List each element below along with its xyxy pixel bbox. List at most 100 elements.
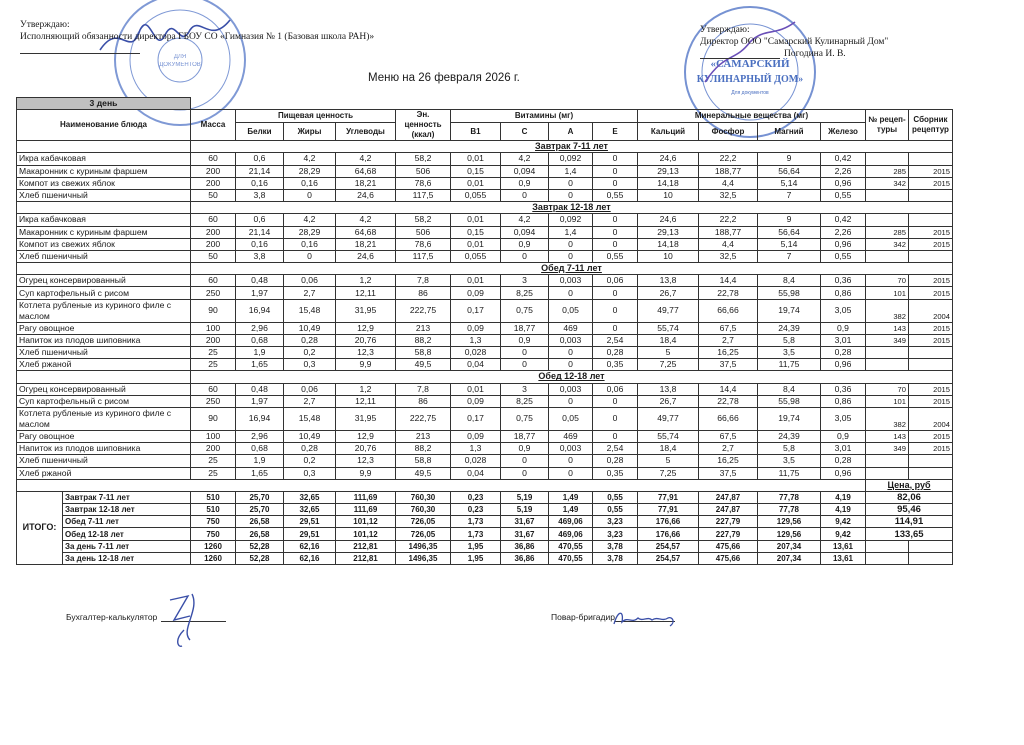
dish-row: Огурец консервированный 60 0,48 0,06 1,2 7,8 0… — [16, 382, 953, 396]
total-row: ИТОГО: Завтрак 7-11 лет 510 25,70 32,65 111,6… — [16, 490, 953, 566]
mass-total: 750 — [190, 527, 236, 541]
dish-name-cell: Хлеб пшеничный — [16, 454, 191, 468]
carbs-cell: 1,2 — [335, 274, 396, 288]
vitamin-e-cell: 0 — [592, 164, 638, 178]
price-cell: 95,46 — [865, 503, 953, 517]
protein-total: 26,58 — [235, 527, 284, 541]
vitamin-b1-cell: 0,15 — [450, 164, 501, 178]
empty-cell — [865, 539, 909, 553]
vitamin-e-cell: 0,35 — [592, 466, 638, 480]
vitamin-c-cell: 0 — [500, 454, 549, 468]
recipe-no-cell — [865, 454, 909, 468]
vitamin-e-cell: 2,54 — [592, 442, 638, 456]
recipe-no-cell: 143 — [865, 429, 909, 444]
vitamin-a-cell: 0 — [548, 176, 593, 190]
vitamin-c-cell: 0,9 — [500, 442, 549, 456]
carbs-cell: 18,21 — [335, 176, 396, 190]
vitamin-c-cell: 0 — [500, 249, 549, 264]
dish-name-cell: Хлеб пшеничный — [16, 188, 191, 203]
vitamin-c-cell: 8,25 — [500, 286, 549, 300]
carbs-cell: 24,6 — [335, 249, 396, 264]
dish-name-cell: Суп картофельный с рисом — [16, 286, 191, 300]
mass-cell: 200 — [190, 237, 236, 251]
magnesium-total: 77,78 — [757, 503, 821, 517]
vitamin-a-cell: 1,4 — [548, 225, 593, 239]
vitamin-e-cell: 0 — [592, 321, 638, 335]
header-vitamins: Витамины (мг) — [450, 109, 638, 124]
calcium-cell: 49,77 — [637, 298, 699, 323]
protein-total: 25,70 — [235, 490, 284, 505]
protein-cell: 0,16 — [235, 176, 284, 190]
magnesium-total: 207,34 — [757, 539, 821, 553]
mass-cell: 200 — [190, 225, 236, 239]
protein-cell: 3,8 — [235, 188, 284, 203]
vitamin-a-total: 1,49 — [548, 490, 593, 505]
iron-cell: 0,36 — [820, 382, 866, 396]
carbs-cell: 4,2 — [335, 213, 396, 227]
iron-cell: 3,05 — [820, 406, 866, 431]
fat-cell: 2,7 — [283, 394, 336, 408]
phosphorus-cell: 22,2 — [698, 213, 758, 227]
carbs-cell: 9,9 — [335, 466, 396, 480]
magnesium-cell: 24,39 — [757, 321, 821, 335]
vitamin-a-cell: 0 — [548, 249, 593, 264]
iron-cell: 0,86 — [820, 286, 866, 300]
protein-total: 25,70 — [235, 503, 284, 517]
protein-cell: 3,8 — [235, 249, 284, 264]
empty-cell — [16, 201, 191, 215]
menu-table: 3 день Наименование блюда Масса Пищевая … — [16, 96, 953, 566]
magnesium-cell: 56,64 — [757, 164, 821, 178]
approval-label: Утверждаю: — [700, 25, 750, 35]
dish-row: Котлета рубленые из куриного филе с масл… — [16, 406, 953, 431]
vitamin-c-cell: 18,77 — [500, 321, 549, 335]
calcium-cell: 55,74 — [637, 429, 699, 444]
vitamin-e-cell: 0 — [592, 394, 638, 408]
phosphorus-cell: 16,25 — [698, 345, 758, 360]
vitamin-e-cell: 0 — [592, 237, 638, 251]
accountant-label: Бухгалтер-калькулятор — [66, 612, 158, 622]
phosphorus-cell: 37,5 — [698, 358, 758, 372]
protein-total: 52,28 — [235, 551, 284, 566]
fat-cell: 10,49 — [283, 429, 336, 444]
vitamin-e-cell: 0,55 — [592, 249, 638, 264]
protein-cell: 0,68 — [235, 333, 284, 348]
header-phosphorus: Фосфор — [698, 122, 758, 142]
calcium-cell: 55,74 — [637, 321, 699, 335]
magnesium-total: 207,34 — [757, 551, 821, 566]
vitamin-b1-cell: 0,01 — [450, 274, 501, 288]
header-carbs: Углеводы — [335, 122, 396, 142]
phosphorus-cell: 14,4 — [698, 382, 758, 396]
vitamin-b1-cell: 0,01 — [450, 237, 501, 251]
recipe-no-cell: 101 — [865, 286, 909, 300]
magnesium-total: 77,78 — [757, 490, 821, 505]
chef-label: Повар-бригадир — [551, 612, 615, 622]
vitamin-b1-cell: 1,3 — [450, 442, 501, 456]
protein-cell: 21,14 — [235, 225, 284, 239]
dish-name-cell: Хлеб ржаной — [16, 358, 191, 372]
vitamin-e-total: 3,23 — [592, 515, 638, 529]
total-row: За день 7-11 лет 1260 52,28 62,16 212,81 1496… — [17, 539, 953, 553]
recipe-book-cell: 2015 — [908, 176, 953, 190]
vitamin-b1-total: 0,23 — [450, 503, 501, 517]
fat-cell: 0,28 — [283, 442, 336, 456]
vitamin-c-cell: 4,2 — [500, 213, 549, 227]
phosphorus-cell: 2,7 — [698, 333, 758, 348]
vitamin-b1-cell: 0,17 — [450, 406, 501, 431]
energy-total: 726,05 — [395, 515, 451, 529]
energy-cell: 78,6 — [395, 176, 451, 190]
header-recipe-book: Сборник рецептур — [908, 109, 953, 142]
vitamin-a-total: 469,06 — [548, 515, 593, 529]
vitamin-b1-total: 1,95 — [450, 551, 501, 566]
dish-row: Хлеб пшеничный 50 3,8 0 24,6 117,5 0,055 0 0 0,55… — [16, 249, 953, 264]
section-header-row: Обед 12-18 лет — [16, 370, 953, 384]
recipe-book-cell — [908, 188, 953, 203]
vitamin-a-cell: 1,4 — [548, 164, 593, 178]
vitamin-c-cell: 0,094 — [500, 164, 549, 178]
header-name: Наименование блюда — [16, 109, 191, 142]
calcium-total: 254,57 — [637, 551, 699, 566]
fat-cell: 0,28 — [283, 333, 336, 348]
price-header: Цена, руб — [865, 478, 953, 492]
dish-name-cell: Макаронник с куриным фаршем — [16, 164, 191, 178]
energy-cell: 49,5 — [395, 358, 451, 372]
vitamin-a-cell: 0 — [548, 345, 593, 360]
